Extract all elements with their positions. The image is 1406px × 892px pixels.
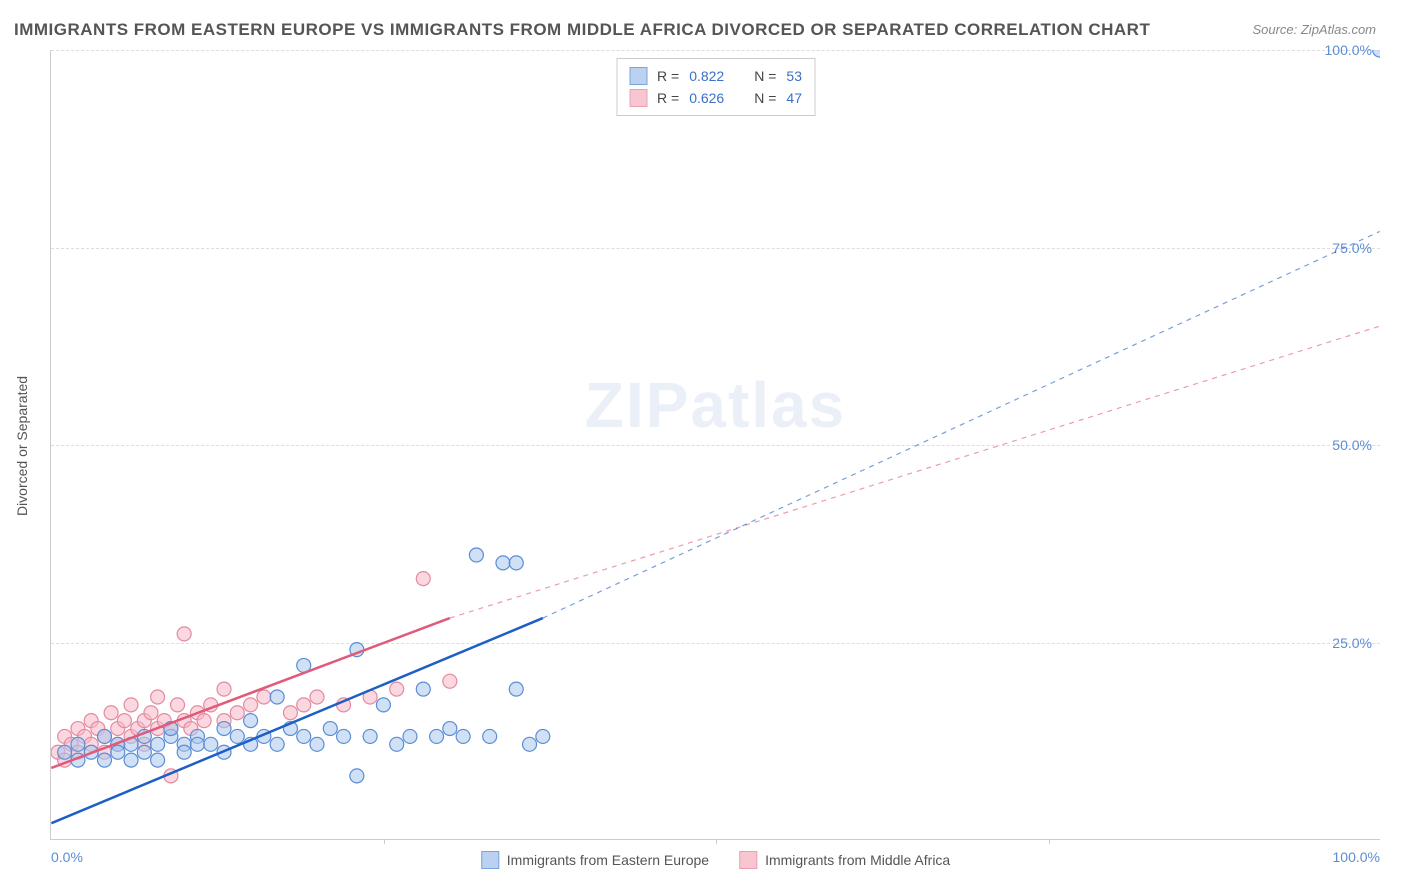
scatter-point-eastern-europe [177, 745, 191, 759]
chart-container: IMMIGRANTS FROM EASTERN EUROPE VS IMMIGR… [0, 0, 1406, 892]
legend-bottom-item-2: Immigrants from Middle Africa [739, 851, 950, 869]
legend-series-names: Immigrants from Eastern Europe Immigrant… [481, 851, 950, 869]
scatter-point-eastern-europe [390, 737, 404, 751]
scatter-point-middle-africa [177, 627, 191, 641]
scatter-point-eastern-europe [151, 753, 165, 767]
scatter-point-middle-africa [124, 698, 138, 712]
y-axis-label: Divorced or Separated [14, 376, 30, 516]
scatter-point-eastern-europe [71, 737, 85, 751]
scatter-point-middle-africa [151, 690, 165, 704]
scatter-point-middle-africa [217, 682, 231, 696]
legend-n-value-1: 53 [786, 68, 802, 84]
trend-line-dash-eastern-europe [543, 231, 1380, 618]
scatter-point-eastern-europe [350, 769, 364, 783]
plot-area: ZIPatlas R = 0.822 N = 53 R = 0.626 N = … [50, 50, 1380, 840]
scatter-point-middle-africa [230, 706, 244, 720]
scatter-point-eastern-europe [190, 737, 204, 751]
legend-bottom-swatch-2 [739, 851, 757, 869]
scatter-point-eastern-europe [509, 556, 523, 570]
scatter-point-eastern-europe [430, 729, 444, 743]
scatter-svg [51, 50, 1380, 839]
legend-swatch-2 [629, 89, 647, 107]
legend-bottom-swatch-1 [481, 851, 499, 869]
scatter-point-middle-africa [104, 706, 118, 720]
scatter-point-eastern-europe [337, 729, 351, 743]
scatter-point-eastern-europe [58, 745, 72, 759]
legend-r-label-1: R = [657, 68, 679, 84]
scatter-point-eastern-europe [523, 737, 537, 751]
scatter-point-eastern-europe [323, 722, 337, 736]
x-tick [1049, 839, 1050, 844]
scatter-point-eastern-europe [483, 729, 497, 743]
scatter-point-eastern-europe [536, 729, 550, 743]
scatter-point-eastern-europe [443, 722, 457, 736]
scatter-point-eastern-europe [416, 682, 430, 696]
scatter-point-middle-africa [416, 572, 430, 586]
scatter-point-eastern-europe [270, 737, 284, 751]
chart-title: IMMIGRANTS FROM EASTERN EUROPE VS IMMIGR… [14, 20, 1150, 40]
scatter-point-eastern-europe [204, 737, 218, 751]
scatter-point-eastern-europe [509, 682, 523, 696]
legend-row-series-2: R = 0.626 N = 47 [629, 87, 802, 109]
scatter-point-middle-africa [117, 714, 131, 728]
scatter-point-eastern-europe [376, 698, 390, 712]
legend-r-value-1: 0.822 [689, 68, 724, 84]
scatter-point-eastern-europe [1373, 50, 1380, 57]
x-tick [384, 839, 385, 844]
legend-r-value-2: 0.626 [689, 90, 724, 106]
scatter-point-eastern-europe [297, 729, 311, 743]
scatter-point-eastern-europe [244, 714, 258, 728]
legend-row-series-1: R = 0.822 N = 53 [629, 65, 802, 87]
scatter-point-eastern-europe [456, 729, 470, 743]
scatter-point-middle-africa [390, 682, 404, 696]
scatter-point-middle-africa [310, 690, 324, 704]
source-attribution: Source: ZipAtlas.com [1252, 22, 1376, 37]
scatter-point-middle-africa [144, 706, 158, 720]
scatter-point-eastern-europe [111, 745, 125, 759]
legend-correlation-box: R = 0.822 N = 53 R = 0.626 N = 47 [616, 58, 815, 116]
legend-bottom-label-1: Immigrants from Eastern Europe [507, 852, 709, 868]
legend-r-label-2: R = [657, 90, 679, 106]
scatter-point-middle-africa [244, 698, 258, 712]
scatter-point-eastern-europe [151, 737, 165, 751]
scatter-point-eastern-europe [97, 729, 111, 743]
scatter-point-middle-africa [171, 698, 185, 712]
scatter-point-eastern-europe [403, 729, 417, 743]
scatter-point-eastern-europe [469, 548, 483, 562]
trend-line-dash-middle-africa [450, 326, 1380, 618]
scatter-point-middle-africa [443, 674, 457, 688]
legend-swatch-1 [629, 67, 647, 85]
legend-bottom-label-2: Immigrants from Middle Africa [765, 852, 950, 868]
scatter-point-eastern-europe [97, 753, 111, 767]
scatter-point-eastern-europe [496, 556, 510, 570]
scatter-point-eastern-europe [230, 729, 244, 743]
scatter-point-eastern-europe [363, 729, 377, 743]
scatter-point-eastern-europe [137, 745, 151, 759]
legend-n-label-1: N = [754, 68, 776, 84]
scatter-point-eastern-europe [124, 753, 138, 767]
scatter-point-eastern-europe [310, 737, 324, 751]
legend-n-label-2: N = [754, 90, 776, 106]
scatter-point-middle-africa [197, 714, 211, 728]
legend-bottom-item-1: Immigrants from Eastern Europe [481, 851, 709, 869]
x-tick-min: 0.0% [51, 849, 83, 865]
scatter-point-middle-africa [283, 706, 297, 720]
legend-n-value-2: 47 [786, 90, 802, 106]
scatter-point-eastern-europe [270, 690, 284, 704]
scatter-point-middle-africa [257, 690, 271, 704]
x-tick-max: 100.0% [1333, 849, 1380, 865]
x-tick [716, 839, 717, 844]
scatter-point-middle-africa [297, 698, 311, 712]
scatter-point-eastern-europe [217, 722, 231, 736]
